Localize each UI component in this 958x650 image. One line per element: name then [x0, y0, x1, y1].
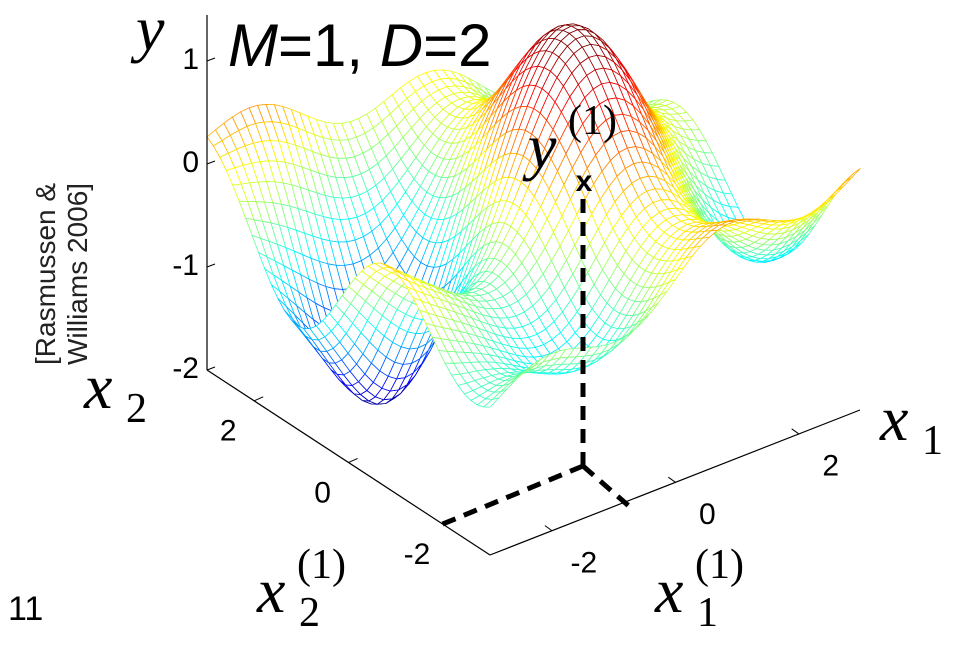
slide-title: M=1, D=2: [228, 12, 492, 79]
x2-axis: [206, 369, 491, 556]
tick-label: -2: [404, 538, 431, 571]
tick-label: -2: [172, 352, 199, 385]
math-label: y: [130, 0, 165, 64]
tick-label: 2: [220, 415, 237, 448]
guide-x2: [437, 463, 584, 529]
mesh-cell: [836, 177, 853, 191]
math-subscript: 1: [922, 418, 943, 464]
citation: [Rasmussen &: [30, 183, 61, 365]
math-superscript: (1): [297, 542, 346, 588]
tick-label: -2: [571, 547, 598, 580]
math-superscript: (1): [568, 98, 617, 144]
tick-mark: [206, 366, 216, 371]
math-superscript: (1): [695, 542, 744, 588]
tick-mark: [206, 263, 216, 268]
title-part: =2: [423, 12, 491, 79]
tick-mark: [206, 57, 216, 62]
title-part: M: [228, 12, 278, 79]
tick-label: 0: [699, 498, 716, 531]
surface-mesh: [206, 23, 861, 408]
tick-mark: [348, 457, 358, 463]
math-label: x: [83, 351, 112, 422]
citation: Williams 2006]: [62, 183, 93, 365]
ticks: 1 0 -1 -2 2 0 -2 -2 0 2: [172, 43, 839, 580]
guide-x1: [581, 464, 632, 509]
dashed-guides: [437, 190, 632, 529]
tick-label: 1: [182, 43, 199, 76]
mesh-cell: [828, 186, 844, 200]
tick-mark: [668, 476, 676, 483]
title-part: D: [380, 12, 423, 79]
math-subscript: 2: [126, 386, 147, 432]
math-labels: yx 1x 2y (1)x 1(1)x 2(1): [83, 0, 943, 636]
tick-mark: [791, 428, 799, 435]
tick-mark: [253, 396, 264, 402]
point-marker: x: [576, 165, 593, 198]
math-label: x: [256, 555, 285, 626]
tick-mark: [206, 160, 216, 165]
tick-label: -1: [172, 249, 199, 282]
page-number: 11: [8, 590, 43, 628]
tick-label: 0: [314, 476, 331, 509]
math-subscript: 1: [697, 590, 718, 636]
title-part: =1,: [278, 12, 380, 79]
tick-mark: [442, 519, 453, 525]
mesh-cell: [845, 168, 861, 183]
tick-label: 0: [182, 146, 199, 179]
tick-label: 2: [822, 450, 839, 483]
math-label: x: [879, 383, 908, 454]
math-subscript: 2: [299, 590, 320, 636]
tick-mark: [544, 525, 553, 532]
math-label: x: [654, 555, 683, 626]
mesh-cell: [482, 397, 500, 408]
math-label: y: [522, 111, 557, 182]
